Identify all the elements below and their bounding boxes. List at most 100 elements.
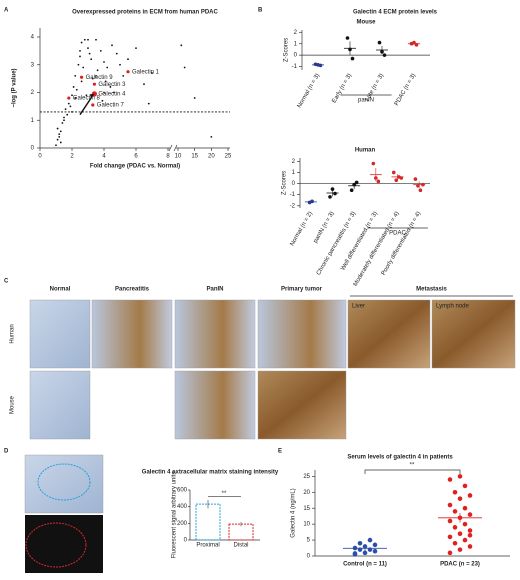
data-point bbox=[467, 544, 473, 549]
data-point bbox=[104, 80, 107, 83]
column-title: PanIN bbox=[206, 287, 223, 293]
x-tick-label: 6 bbox=[134, 154, 138, 160]
x-tick-label: Distal bbox=[233, 543, 248, 549]
data-point bbox=[95, 38, 97, 41]
x-tick-label: PDAC (n = 23) bbox=[440, 562, 480, 568]
data-point bbox=[457, 531, 463, 537]
data-point bbox=[376, 179, 381, 184]
fluorescence-image bbox=[25, 515, 103, 573]
data-point bbox=[372, 548, 378, 554]
data-point bbox=[59, 141, 62, 144]
data-point bbox=[74, 74, 77, 77]
category-label: Early (n = 3) bbox=[331, 73, 353, 104]
data-point bbox=[103, 91, 105, 94]
y-tick-label: 0 bbox=[31, 146, 35, 152]
data-point bbox=[112, 91, 115, 94]
panel-title: Galectin 4 extracellular matrix staining… bbox=[142, 470, 279, 476]
panel-title: Serum levels of galectin 4 in patients bbox=[347, 455, 453, 461]
bracket-label: PDAC bbox=[389, 231, 406, 237]
category-label: panIN (n = 3) bbox=[313, 211, 336, 244]
data-point bbox=[87, 47, 89, 49]
column-title: Normal bbox=[50, 287, 71, 293]
micrograph bbox=[29, 370, 91, 440]
data-point bbox=[394, 178, 399, 183]
data-point bbox=[457, 547, 463, 552]
data-point bbox=[56, 127, 59, 130]
distal-outline bbox=[25, 522, 87, 568]
data-point bbox=[95, 74, 97, 77]
data-point bbox=[69, 105, 72, 108]
data-point bbox=[111, 44, 113, 47]
data-point bbox=[91, 77, 94, 80]
y-tick-label: 3 bbox=[31, 62, 35, 68]
highlight-label: Galectin 8 bbox=[73, 96, 101, 102]
data-point bbox=[193, 97, 196, 99]
data-point bbox=[79, 55, 81, 58]
x-tick-label: 25 bbox=[225, 154, 232, 160]
y-tick-label: 0 bbox=[184, 538, 188, 544]
data-point bbox=[143, 83, 145, 86]
data-point bbox=[74, 97, 77, 99]
data-point bbox=[135, 47, 137, 49]
panel-title: Galectin 4 ECM protein levels bbox=[353, 10, 438, 16]
x-tick-label: 2 bbox=[70, 154, 74, 160]
y-axis-label: Galectin 4 (ng/mL) bbox=[291, 488, 297, 537]
data-point bbox=[467, 532, 473, 538]
panel-letter: D bbox=[4, 449, 9, 455]
data-point bbox=[457, 474, 463, 479]
data-point bbox=[80, 41, 83, 44]
category-label: Normal (n = 2) bbox=[289, 211, 313, 247]
data-point bbox=[462, 505, 468, 511]
highlight-label: Galectin 3 bbox=[98, 82, 126, 88]
y-tick-label: -1 bbox=[290, 192, 296, 198]
proximal-outline bbox=[37, 463, 91, 501]
y-tick-label: 0 bbox=[292, 181, 296, 187]
y-tick-label: -1 bbox=[292, 64, 298, 70]
y-tick-label: 600 bbox=[177, 488, 188, 494]
column-title: Metastasis bbox=[416, 287, 447, 293]
row-label: Human bbox=[10, 324, 16, 343]
y-axis-label: Fluorescent signal arbitrary units bbox=[172, 472, 178, 559]
bracket-label: panIN bbox=[358, 98, 374, 104]
axis bbox=[39, 28, 230, 149]
x-tick-label: 0 bbox=[38, 154, 42, 160]
panel-letter: B bbox=[258, 8, 263, 14]
data-point bbox=[452, 509, 458, 514]
data-point bbox=[83, 38, 86, 41]
y-tick-label: 20 bbox=[303, 490, 310, 496]
data-point bbox=[58, 133, 61, 136]
micrograph bbox=[91, 299, 173, 369]
data-point bbox=[180, 44, 183, 47]
highlight-point bbox=[126, 70, 130, 74]
data-point bbox=[127, 58, 129, 61]
data-point bbox=[452, 540, 458, 546]
data-point bbox=[151, 72, 153, 74]
data-point bbox=[96, 69, 99, 72]
data-point bbox=[115, 52, 118, 55]
category-label: PDAC (n = 3) bbox=[394, 73, 417, 107]
y-tick-label: 2 bbox=[31, 90, 35, 96]
bar bbox=[195, 503, 221, 541]
data-point bbox=[467, 528, 473, 533]
y-axis-label: −log (P value) bbox=[12, 68, 18, 107]
micrograph bbox=[257, 299, 347, 369]
data-point bbox=[147, 102, 150, 105]
data-point bbox=[88, 52, 91, 55]
data-point bbox=[447, 550, 453, 556]
subplot-title: Mouse bbox=[356, 20, 376, 26]
data-point bbox=[447, 477, 453, 482]
image-label: Lymph node bbox=[436, 304, 469, 310]
data-point bbox=[63, 116, 65, 119]
y-tick-label: 200 bbox=[177, 521, 188, 527]
data-point bbox=[210, 136, 213, 138]
y-tick-label: 1 bbox=[292, 170, 296, 176]
data-point bbox=[183, 66, 186, 69]
y-tick-label: 2 bbox=[292, 159, 296, 165]
x-tick-label: Control (n = 11) bbox=[343, 562, 387, 568]
data-point bbox=[462, 521, 468, 527]
panel-letter: A bbox=[4, 8, 9, 14]
category-label: Moderately differentiated (n = 4) bbox=[353, 211, 401, 288]
x-tick-label: 10 bbox=[175, 154, 182, 160]
y-axis-label: Z-Scores bbox=[284, 38, 290, 62]
y-tick-label: 15 bbox=[303, 506, 310, 512]
